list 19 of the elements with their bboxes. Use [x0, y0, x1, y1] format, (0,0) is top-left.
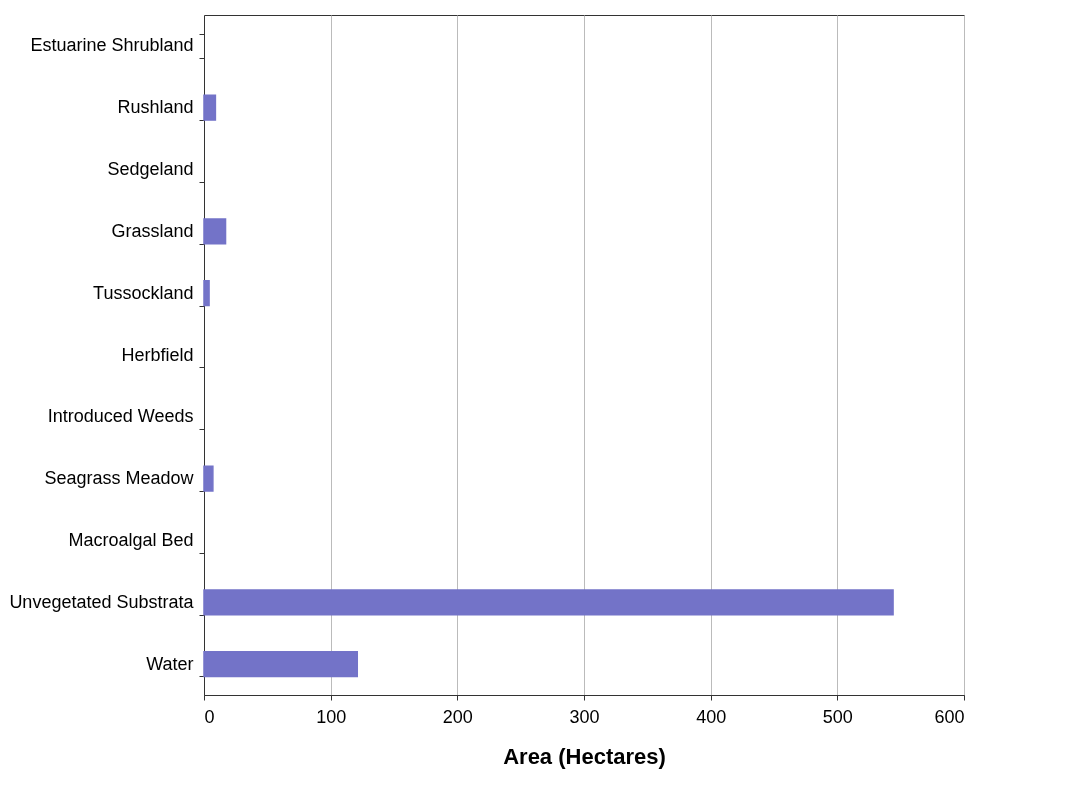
y-tick-label: Water	[146, 653, 194, 674]
y-tick-label: Seagrass Meadow	[44, 468, 195, 489]
y-tick-label: Unvegetated Substrata	[9, 591, 195, 612]
y-tick-label: Herbfield	[121, 344, 194, 365]
y-tick-label: Macroalgal Bed	[68, 529, 194, 550]
x-tick-label: 0	[204, 706, 215, 727]
x-tick-label: 200	[442, 706, 473, 727]
y-tick-label: Rushland	[117, 97, 194, 118]
y-tick-label: Introduced Weeds	[47, 406, 194, 427]
y-tick-label: Sedgeland	[107, 159, 194, 180]
y-tick-label: Tussockland	[93, 282, 194, 303]
y-tick-label: Grassland	[111, 220, 194, 241]
y-tick-label: Estuarine Shrubland	[30, 35, 194, 56]
x-axis-title: Area (Hectares)	[503, 743, 666, 769]
x-tick-label: 400	[696, 706, 727, 727]
x-tick-label: 500	[822, 706, 853, 727]
x-tick-label: 100	[316, 706, 347, 727]
x-tick-label: 600	[934, 706, 965, 727]
x-tick-label: 300	[569, 706, 600, 727]
